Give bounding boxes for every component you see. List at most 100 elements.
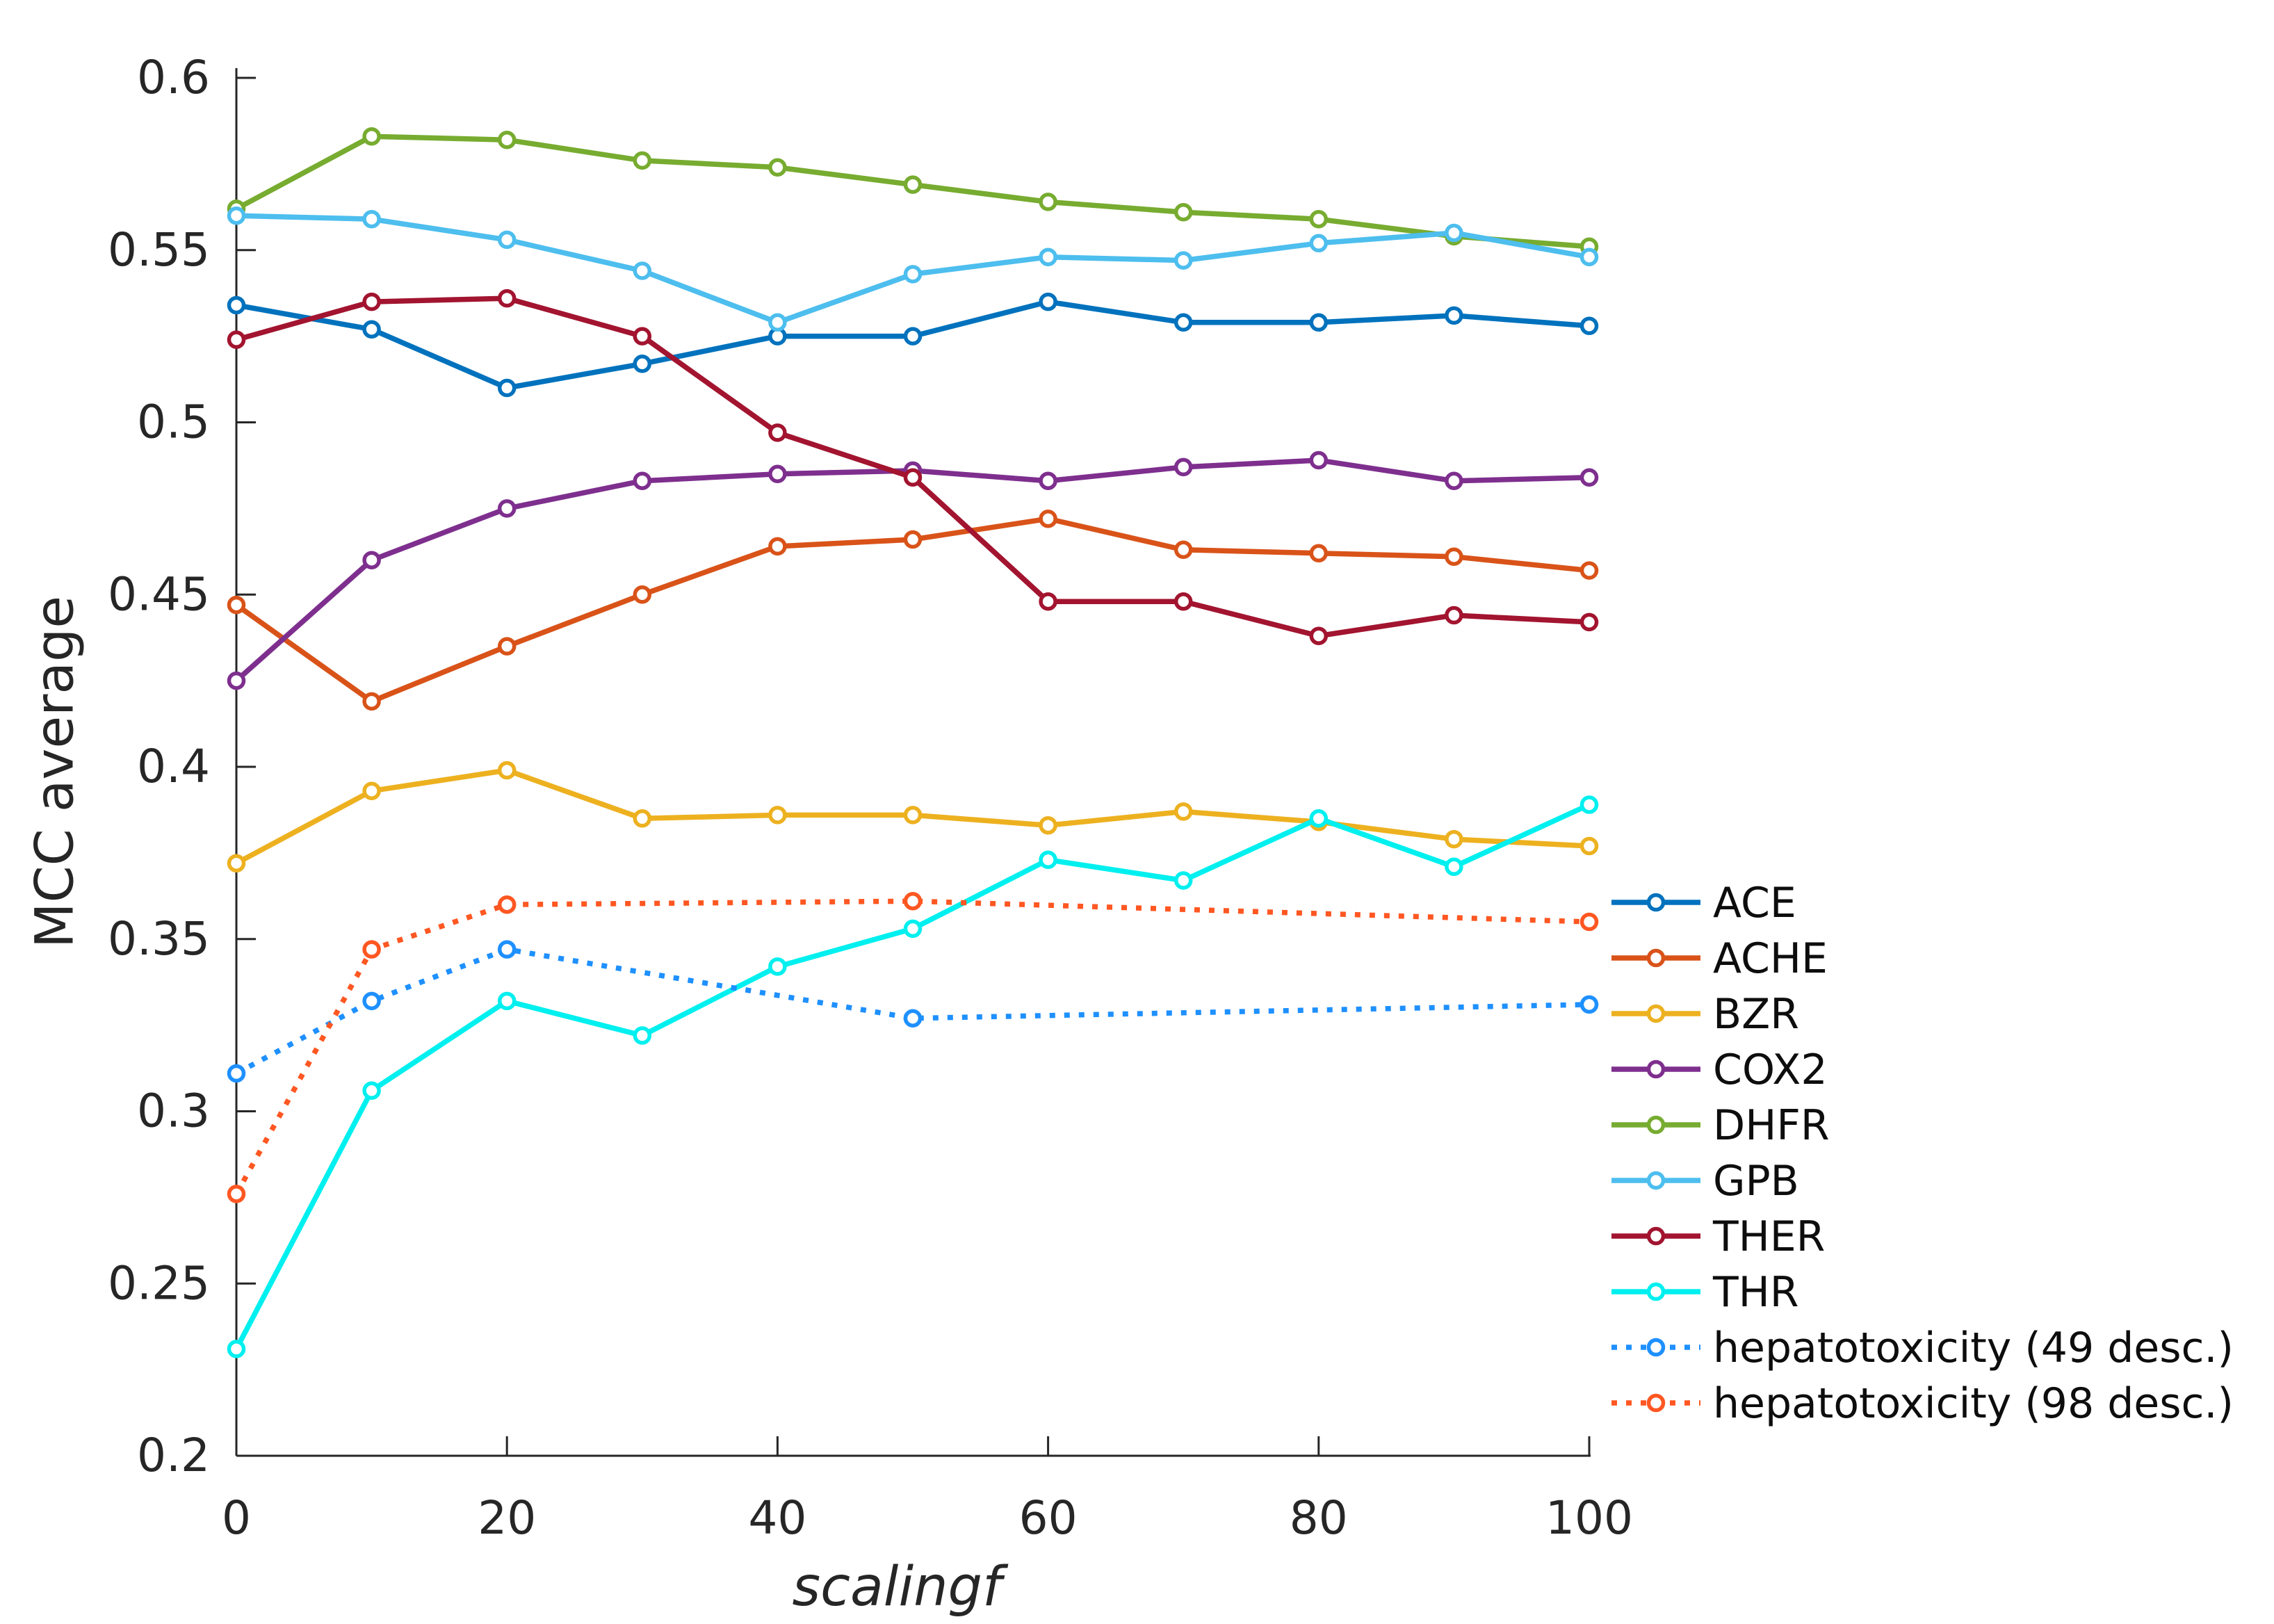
data-point-marker [768, 464, 787, 484]
data-point-marker [362, 692, 381, 711]
data-point-marker [903, 468, 923, 487]
legend-label: DHFR [1713, 1101, 1830, 1150]
data-point-marker [497, 895, 517, 914]
legend-label: ACE [1713, 879, 1796, 927]
y-tick-label: 0.3 [137, 1085, 210, 1138]
legend-marker [1646, 1226, 1666, 1246]
y-tick-label: 0.5 [137, 396, 210, 449]
data-point-marker [633, 355, 652, 373]
legend-marker [1646, 1393, 1666, 1413]
data-point-marker [227, 206, 246, 225]
data-point-marker [1445, 606, 1463, 625]
legend-label: GPB [1713, 1157, 1799, 1205]
data-point-marker [362, 991, 381, 1011]
data-point-marker [1173, 802, 1193, 821]
y-tick-label: 0.55 [108, 223, 210, 277]
data-point-marker [497, 230, 517, 250]
data-point-marker [362, 1081, 381, 1101]
legend-marker [1646, 1338, 1666, 1357]
legend-item-bzr: BZR [1611, 990, 1799, 1039]
data-point-marker [768, 537, 787, 556]
series-hepatotoxicity-98-desc- [227, 891, 1599, 1203]
legend-item-ache: ACHE [1611, 934, 1828, 983]
series-ther [227, 289, 1599, 645]
legend-label: hepatotoxicity (49 desc.) [1713, 1324, 2234, 1372]
legend-marker [1646, 1115, 1666, 1135]
data-point-marker [227, 854, 246, 872]
data-point-marker [903, 327, 923, 346]
legend-marker [1646, 1171, 1666, 1190]
data-point-marker [497, 499, 517, 518]
data-point-marker [1445, 829, 1463, 849]
data-point-marker [227, 1340, 246, 1358]
legend-label: THR [1712, 1268, 1798, 1317]
data-point-marker [227, 330, 246, 349]
legend-marker [1646, 948, 1666, 968]
data-point-marker [1173, 871, 1193, 890]
y-axis-label: MCC average [23, 596, 86, 948]
data-point-marker [362, 940, 381, 959]
data-point-marker [1039, 592, 1057, 611]
data-point-marker [768, 158, 787, 177]
data-point-marker [1579, 316, 1599, 336]
data-point-marker [1039, 292, 1057, 311]
series-bzr [227, 761, 1599, 872]
data-point-marker [1039, 509, 1057, 528]
legend-item-ther: THER [1611, 1212, 1825, 1261]
data-point-marker [1309, 313, 1329, 332]
data-point-marker [1445, 223, 1463, 243]
data-point-marker [227, 1064, 246, 1083]
legend-marker [1646, 893, 1666, 912]
legend-item-cox2: COX2 [1611, 1046, 1828, 1094]
data-point-marker [1445, 857, 1463, 876]
data-point-marker [1579, 836, 1599, 856]
data-point-marker [497, 940, 517, 959]
data-point-marker [1173, 592, 1193, 611]
legend-item-gpb: GPB [1611, 1157, 1799, 1205]
data-point-marker [497, 761, 517, 780]
data-point-marker [1445, 471, 1463, 490]
data-point-marker [1309, 544, 1329, 563]
series-line [235, 946, 1590, 1076]
data-point-marker [1579, 468, 1599, 487]
data-point-marker [1579, 995, 1599, 1014]
data-point-marker [1173, 202, 1193, 222]
series-dhfr [227, 127, 1599, 257]
data-point-marker [1039, 247, 1057, 266]
x-tick-label: 20 [478, 1491, 536, 1545]
data-point-marker [1445, 547, 1463, 566]
data-point-marker [1173, 540, 1193, 560]
data-point-marker [362, 292, 381, 311]
legend-item-ace: ACE [1611, 879, 1796, 927]
data-point-marker [1309, 450, 1329, 470]
x-tick-label: 40 [748, 1491, 806, 1545]
data-point-marker [362, 127, 381, 146]
legend-label: BZR [1713, 990, 1799, 1039]
data-point-marker [1309, 809, 1329, 828]
data-point-marker [1039, 815, 1057, 835]
data-point-marker [227, 295, 246, 315]
y-tick-label: 0.35 [108, 912, 210, 966]
data-point-marker [227, 595, 246, 615]
series-line [234, 802, 1591, 1351]
series-line [234, 457, 1590, 683]
data-point-marker [1579, 612, 1599, 632]
x-axis-label: scalingf [792, 1556, 1002, 1618]
x-tick-label: 0 [222, 1491, 251, 1545]
y-tick-label: 0.4 [137, 740, 210, 793]
data-point-marker [227, 671, 246, 690]
data-point-marker [903, 919, 923, 939]
data-point-marker [1173, 457, 1193, 477]
x-tick-label: 100 [1545, 1491, 1633, 1545]
legend-marker [1646, 1059, 1666, 1079]
data-point-marker [633, 261, 652, 280]
data-point-marker [903, 530, 923, 549]
legend: ACE ACHE BZR COX2 DHFR GPB THER THR hepatotoxici… [1611, 879, 2234, 1428]
data-point-marker [362, 551, 381, 569]
legend-item-thr: THR [1611, 1268, 1798, 1317]
data-point-marker [1309, 626, 1329, 645]
data-point-marker [768, 313, 787, 332]
x-tick-label: 80 [1290, 1491, 1348, 1545]
legend-item-dhfr: DHFR [1611, 1101, 1830, 1150]
